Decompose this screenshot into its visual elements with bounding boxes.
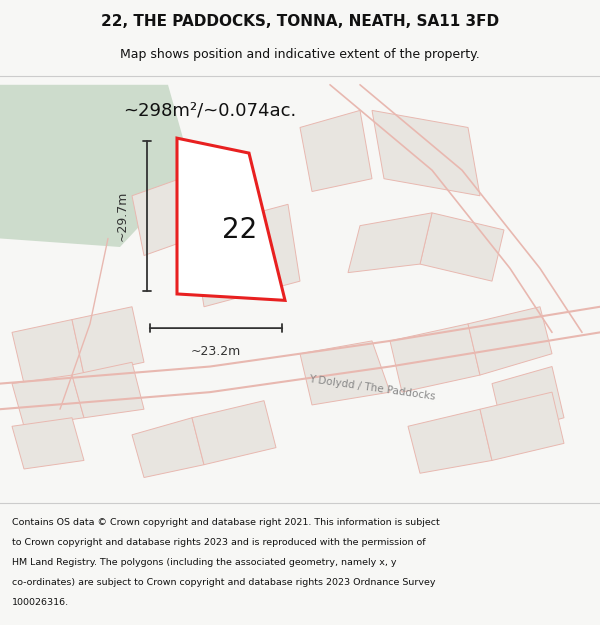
Polygon shape [132, 418, 204, 478]
Text: 22, THE PADDOCKS, TONNA, NEATH, SA11 3FD: 22, THE PADDOCKS, TONNA, NEATH, SA11 3FD [101, 14, 499, 29]
Polygon shape [420, 213, 504, 281]
Polygon shape [372, 111, 480, 196]
Text: ~23.2m: ~23.2m [191, 345, 241, 358]
Polygon shape [390, 324, 480, 392]
Text: HM Land Registry. The polygons (including the associated geometry, namely x, y: HM Land Registry. The polygons (includin… [12, 558, 397, 567]
Polygon shape [468, 307, 552, 375]
Text: to Crown copyright and database rights 2023 and is reproduced with the permissio: to Crown copyright and database rights 2… [12, 538, 425, 547]
Polygon shape [177, 138, 285, 301]
Polygon shape [72, 362, 144, 418]
Polygon shape [12, 375, 84, 426]
Polygon shape [492, 366, 564, 435]
Polygon shape [132, 170, 216, 256]
Text: 100026316.: 100026316. [12, 598, 69, 608]
Text: co-ordinates) are subject to Crown copyright and database rights 2023 Ordnance S: co-ordinates) are subject to Crown copyr… [12, 578, 436, 587]
Text: Y Dolydd / The Paddocks: Y Dolydd / The Paddocks [308, 374, 436, 402]
Polygon shape [348, 213, 432, 272]
Polygon shape [300, 341, 390, 405]
Polygon shape [0, 85, 192, 247]
Polygon shape [192, 401, 276, 465]
Polygon shape [12, 418, 84, 469]
Polygon shape [480, 392, 564, 461]
Polygon shape [192, 204, 300, 307]
Text: ~298m²/~0.074ac.: ~298m²/~0.074ac. [124, 101, 296, 119]
Text: Contains OS data © Crown copyright and database right 2021. This information is : Contains OS data © Crown copyright and d… [12, 518, 440, 527]
Text: 22: 22 [223, 216, 257, 244]
Text: Map shows position and indicative extent of the property.: Map shows position and indicative extent… [120, 48, 480, 61]
Polygon shape [72, 307, 144, 375]
Polygon shape [300, 111, 372, 191]
Text: ~29.7m: ~29.7m [116, 191, 129, 241]
Polygon shape [408, 409, 492, 473]
Polygon shape [12, 319, 84, 384]
